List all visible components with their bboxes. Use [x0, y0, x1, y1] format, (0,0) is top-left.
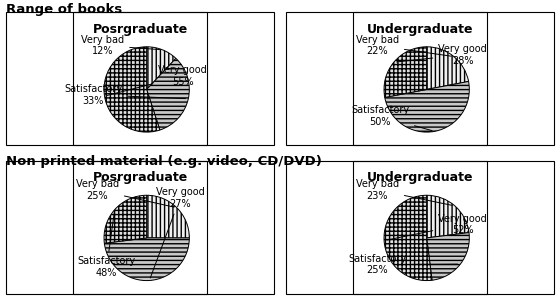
Wedge shape [385, 82, 469, 132]
Text: Very bad
12%: Very bad 12% [81, 35, 160, 56]
Text: Posrgraduate: Posrgraduate [92, 23, 188, 36]
Text: Non printed material (e.g. video, CD/DVD): Non printed material (e.g. video, CD/DVD… [6, 155, 321, 168]
Wedge shape [427, 47, 469, 89]
Wedge shape [104, 47, 160, 132]
Text: Satisfactory
33%: Satisfactory 33% [64, 84, 185, 105]
Wedge shape [147, 195, 189, 238]
Text: Posrgraduate: Posrgraduate [92, 171, 188, 184]
Wedge shape [427, 195, 469, 238]
Text: Undergraduate: Undergraduate [367, 23, 473, 36]
Text: Very good
55%: Very good 55% [107, 65, 207, 95]
Wedge shape [427, 233, 469, 280]
Text: Satisfactory
48%: Satisfactory 48% [78, 212, 136, 278]
Wedge shape [384, 195, 432, 281]
Wedge shape [147, 58, 189, 130]
Text: Very good
52%: Very good 52% [387, 214, 487, 240]
Text: Satisfactory
25%: Satisfactory 25% [348, 254, 458, 275]
Wedge shape [104, 195, 147, 243]
Wedge shape [384, 47, 427, 98]
Text: Very good
27%: Very good 27% [150, 187, 204, 278]
Text: Undergraduate: Undergraduate [367, 171, 473, 184]
Text: Very good
28%: Very good 28% [396, 44, 487, 65]
Text: Very bad
22%: Very bad 22% [356, 35, 451, 56]
Wedge shape [147, 47, 176, 89]
Text: Very bad
23%: Very bad 23% [356, 179, 452, 205]
Text: Very bad
25%: Very bad 25% [76, 179, 174, 207]
Wedge shape [104, 238, 189, 281]
Text: Range of books: Range of books [6, 3, 122, 16]
Text: Satisfactory
50%: Satisfactory 50% [351, 105, 432, 131]
